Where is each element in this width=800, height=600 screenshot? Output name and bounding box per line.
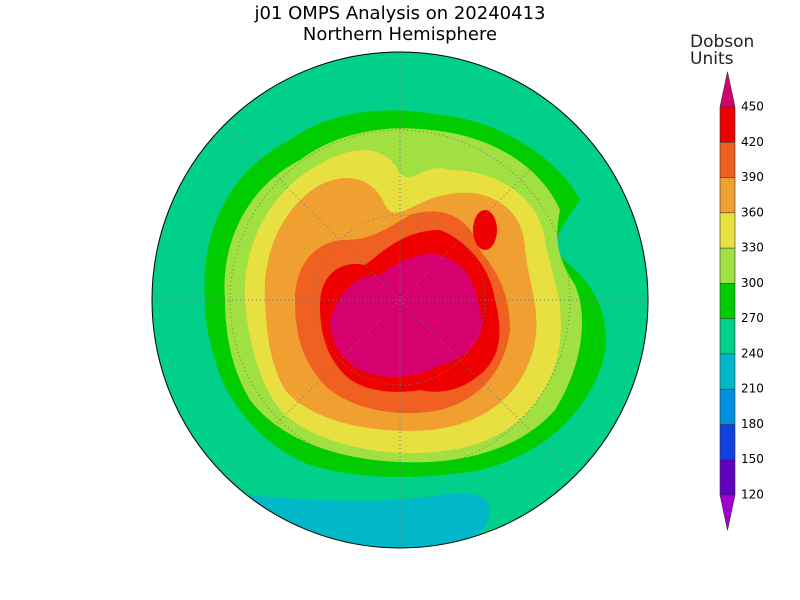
colorbar-swatch <box>720 283 735 319</box>
colorbar-tick-label: 150 <box>741 452 764 466</box>
colorbar-tick-label: 390 <box>741 170 764 184</box>
colorbar-tick-label: 270 <box>741 311 764 325</box>
ozone-contour <box>330 253 483 377</box>
colorbar-swatch <box>720 177 735 213</box>
map-border <box>151 51 649 549</box>
colorbar-tick-label: 420 <box>741 135 764 149</box>
colorbar-title: Dobson Units <box>690 32 755 69</box>
colorbar-swatch <box>720 71 735 107</box>
colorbar-tick-label: 240 <box>741 346 764 360</box>
ozone-field <box>152 52 648 548</box>
colorbar-swatch <box>720 142 735 178</box>
colorbar-swatch <box>720 389 735 425</box>
colorbar-tick-label: 450 <box>741 100 764 114</box>
subtitle: Northern Hemisphere <box>303 24 497 45</box>
colorbar-swatch <box>720 212 735 249</box>
colorbar-tick-label: 210 <box>741 382 764 396</box>
colorbar-swatch <box>720 353 735 390</box>
colorbar-tick-label: 360 <box>741 205 764 219</box>
ozone-contour <box>473 210 497 250</box>
graticule <box>152 52 648 548</box>
title: j01 OMPS Analysis on 20240413 <box>254 3 546 24</box>
colorbar: 120 150 180 210 240 270 300 330 360 390 420 450 <box>719 71 764 531</box>
colorbar-swatch <box>720 495 735 531</box>
ozone-contour <box>245 493 490 548</box>
colorbar-swatch <box>720 248 735 284</box>
colorbar-tick-label: 120 <box>741 488 764 502</box>
colorbar-tick-label: 330 <box>741 241 764 255</box>
colorbar-swatch <box>720 424 735 460</box>
colorbar-tick-label: 300 <box>741 276 764 290</box>
colorbar-tick-label: 180 <box>741 417 764 431</box>
colorbar-swatch <box>720 459 735 495</box>
colorbar-swatch <box>720 107 735 143</box>
colorbar-swatch <box>720 318 735 354</box>
